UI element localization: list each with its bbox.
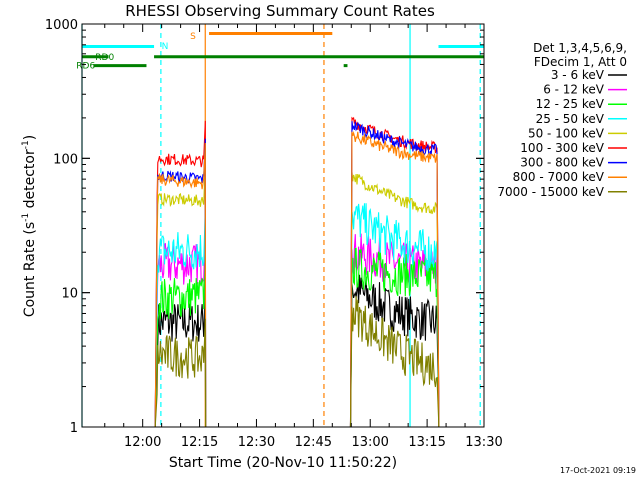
y-label-end: ) [22, 135, 38, 140]
annotation-rd6: RD6 [76, 62, 95, 72]
x-tick-label-1300: 13:00 [351, 435, 388, 450]
series-lines [154, 116, 440, 428]
y-axis-ticks: 1 10 100 1000 [45, 18, 484, 436]
series-trace-seg1-4 [154, 160, 207, 428]
y-tick-label-100: 100 [53, 152, 78, 167]
legend: Det 1,3,4,5,6,9, FDecim 1, Att 0 3 - 6 k… [497, 41, 627, 199]
y-tick-label-1: 1 [70, 421, 78, 436]
x-tick-label-1315: 13:15 [408, 435, 445, 450]
legend-label-7: 800 - 7000 keV [513, 170, 605, 184]
legend-label-2: 12 - 25 keV [536, 97, 605, 111]
series-trace-seg2-4 [349, 172, 440, 428]
annotation-rd0: RD0 [95, 53, 114, 63]
legend-label-1: 6 - 12 keV [543, 83, 605, 97]
footer-date: 17-Oct-2021 09:19 [560, 466, 636, 475]
series-trace-seg2-8 [349, 296, 440, 428]
x-tick-label-1200: 12:00 [124, 435, 161, 450]
series-trace-seg1-5 [154, 120, 207, 428]
legend-label-4: 50 - 100 keV [528, 126, 605, 140]
series-trace-seg1-2 [154, 255, 207, 428]
legend-label-3: 25 - 50 keV [536, 112, 605, 126]
series-trace-seg1-3 [154, 208, 207, 428]
y-axis-label: Count Rate (s-1 detector-1) [21, 135, 38, 317]
x-tick-label-1330: 13:30 [465, 435, 502, 450]
y-tick-label-10: 10 [61, 287, 78, 302]
y-label-sup-2: -1 [21, 140, 31, 149]
x-tick-label-1215: 12:15 [181, 435, 218, 450]
x-axis-ticks: 12:00 12:15 12:30 12:45 13:00 13:15 13:30 [104, 24, 503, 450]
x-tick-label-1230: 12:30 [238, 435, 275, 450]
series-trace-seg1-7 [154, 142, 207, 428]
status-bars [82, 31, 484, 68]
y-label-sup-1: -1 [21, 213, 31, 222]
legend-label-8: 7000 - 15000 keV [497, 185, 604, 199]
y-label-main: Count Rate (s [22, 222, 38, 317]
legend-header-1: Det 1,3,4,5,6,9, [533, 41, 627, 55]
y-label-mid: detector [22, 149, 38, 213]
legend-label-6: 300 - 800 keV [520, 156, 604, 170]
series-trace-seg1-8 [154, 318, 207, 428]
legend-label-0: 3 - 6 keV [551, 68, 605, 82]
x-axis-label: Start Time (20-Nov-10 11:50:22) [169, 455, 397, 471]
y-tick-label-1000: 1000 [45, 18, 78, 33]
annotation-s: S [190, 32, 196, 42]
series-trace-seg2-1 [349, 233, 440, 428]
series-trace-seg2-3 [349, 203, 440, 428]
series-trace-seg2-7 [349, 130, 440, 428]
x-tick-label-1245: 12:45 [295, 435, 332, 450]
series-trace-seg2-5 [349, 116, 440, 428]
chart-title: RHESSI Observing Summary Count Rates [125, 2, 435, 20]
legend-label-5: 100 - 300 keV [520, 141, 604, 155]
annotation-n: N [162, 42, 169, 52]
series-trace-seg2-2 [349, 247, 440, 428]
legend-header-2: FDecim 1, Att 0 [534, 55, 627, 69]
plot-frame [81, 23, 485, 428]
